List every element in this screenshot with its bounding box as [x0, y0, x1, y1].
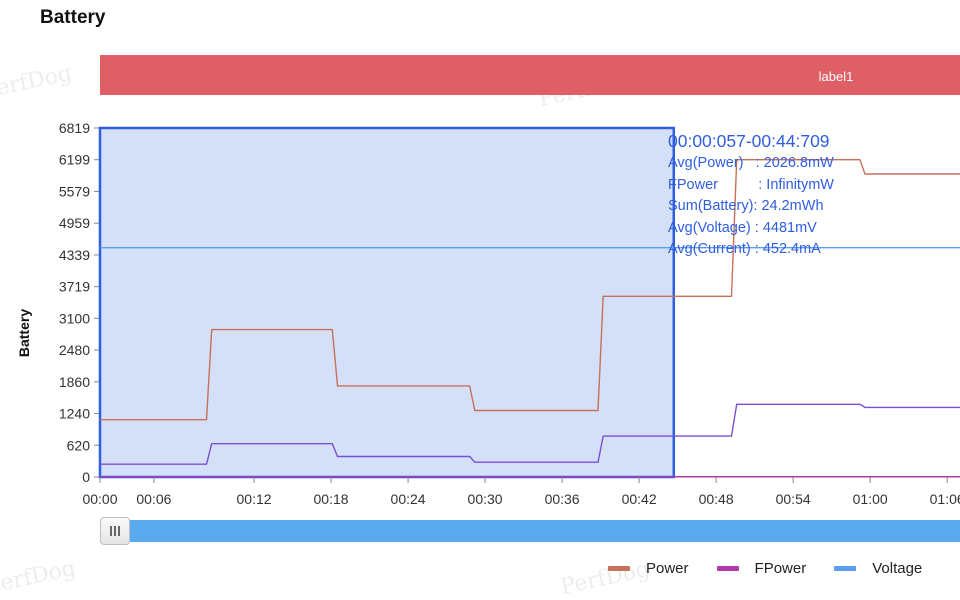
y-tick-label: 4339 — [59, 247, 90, 263]
x-tick-label: 00:24 — [391, 491, 426, 507]
avg-voltage: Avg(Voltage) : 4481mV — [668, 219, 817, 236]
x-tick-label: 00:30 — [468, 491, 503, 507]
y-tick-label: 3100 — [59, 310, 90, 326]
series-line-current — [100, 403, 960, 465]
legend-label: Voltage — [872, 559, 923, 577]
y-tick-label: 4959 — [59, 215, 90, 231]
battery-chart[interactable]: label1 0 620 1240 1860 2480 3100 3719 4339 4959 5… — [0, 0, 960, 587]
legend: Power FPower Voltage — [608, 558, 950, 578]
y-tick-label: 0 — [82, 469, 90, 485]
grip-line — [110, 526, 112, 536]
x-tick-label: 00:36 — [545, 491, 580, 507]
legend-swatch — [716, 565, 739, 571]
scrollbar-handle[interactable] — [100, 517, 130, 545]
x-tick-label: 00:42 — [622, 491, 657, 507]
y-tick-label: 6819 — [59, 120, 90, 136]
legend-item-fpower[interactable]: FPower — [716, 559, 807, 577]
legend-label: FPower — [754, 559, 807, 577]
x-tick-label: 00:18 — [314, 491, 349, 507]
page-title: Battery — [40, 7, 106, 28]
x-tick-label: 00:06 — [136, 491, 171, 507]
x-tick-label: 00:00 — [82, 491, 117, 507]
x-tick-label: 00:54 — [776, 491, 811, 507]
legend-item-power[interactable]: Power — [608, 560, 689, 577]
avg-power: Avg(Power) : 2026.8mW — [668, 155, 834, 171]
series-line-power — [100, 158, 960, 421]
y-tick-label: 6199 — [59, 152, 90, 168]
y-tick-label: 2480 — [59, 342, 90, 358]
selection-range: 00:00:057-00:44:709 — [668, 131, 830, 151]
y-tick-label: 1860 — [59, 374, 90, 390]
y-tick-label: 5579 — [59, 183, 90, 199]
legend-item-voltage[interactable]: Voltage — [834, 560, 922, 577]
legend-label: Power — [646, 559, 689, 577]
x-tick-label: 00:12 — [237, 491, 272, 507]
selection-box[interactable] — [98, 126, 676, 479]
grip-line — [114, 526, 116, 536]
sum-battery: Sum(Battery): 24.2mWh — [668, 198, 824, 214]
x-tick-label: 01:06 — [930, 491, 960, 507]
avg-current: Avg(Current) : 452.4mA — [668, 241, 821, 257]
x-tick-label: 01:00 — [853, 491, 888, 507]
y-tick-label: 3719 — [59, 279, 90, 295]
selection-summary-tooltip: 00:00:057-00:44:709 Avg(Power) : 2026.8m… — [668, 129, 834, 261]
y-tick-label: 1240 — [59, 406, 90, 422]
y-tick-label: 620 — [67, 437, 91, 453]
y-axis-label: Battery — [16, 309, 32, 357]
x-tick-label: 00:48 — [699, 491, 734, 507]
legend-swatch — [608, 565, 630, 571]
grip-line — [118, 526, 120, 536]
label-band[interactable] — [100, 55, 960, 95]
label-band-text: label1 — [819, 69, 854, 84]
fpower: FPower : InfinitymW — [668, 176, 834, 193]
legend-swatch — [834, 565, 857, 571]
scrollbar-track[interactable] — [100, 520, 960, 542]
